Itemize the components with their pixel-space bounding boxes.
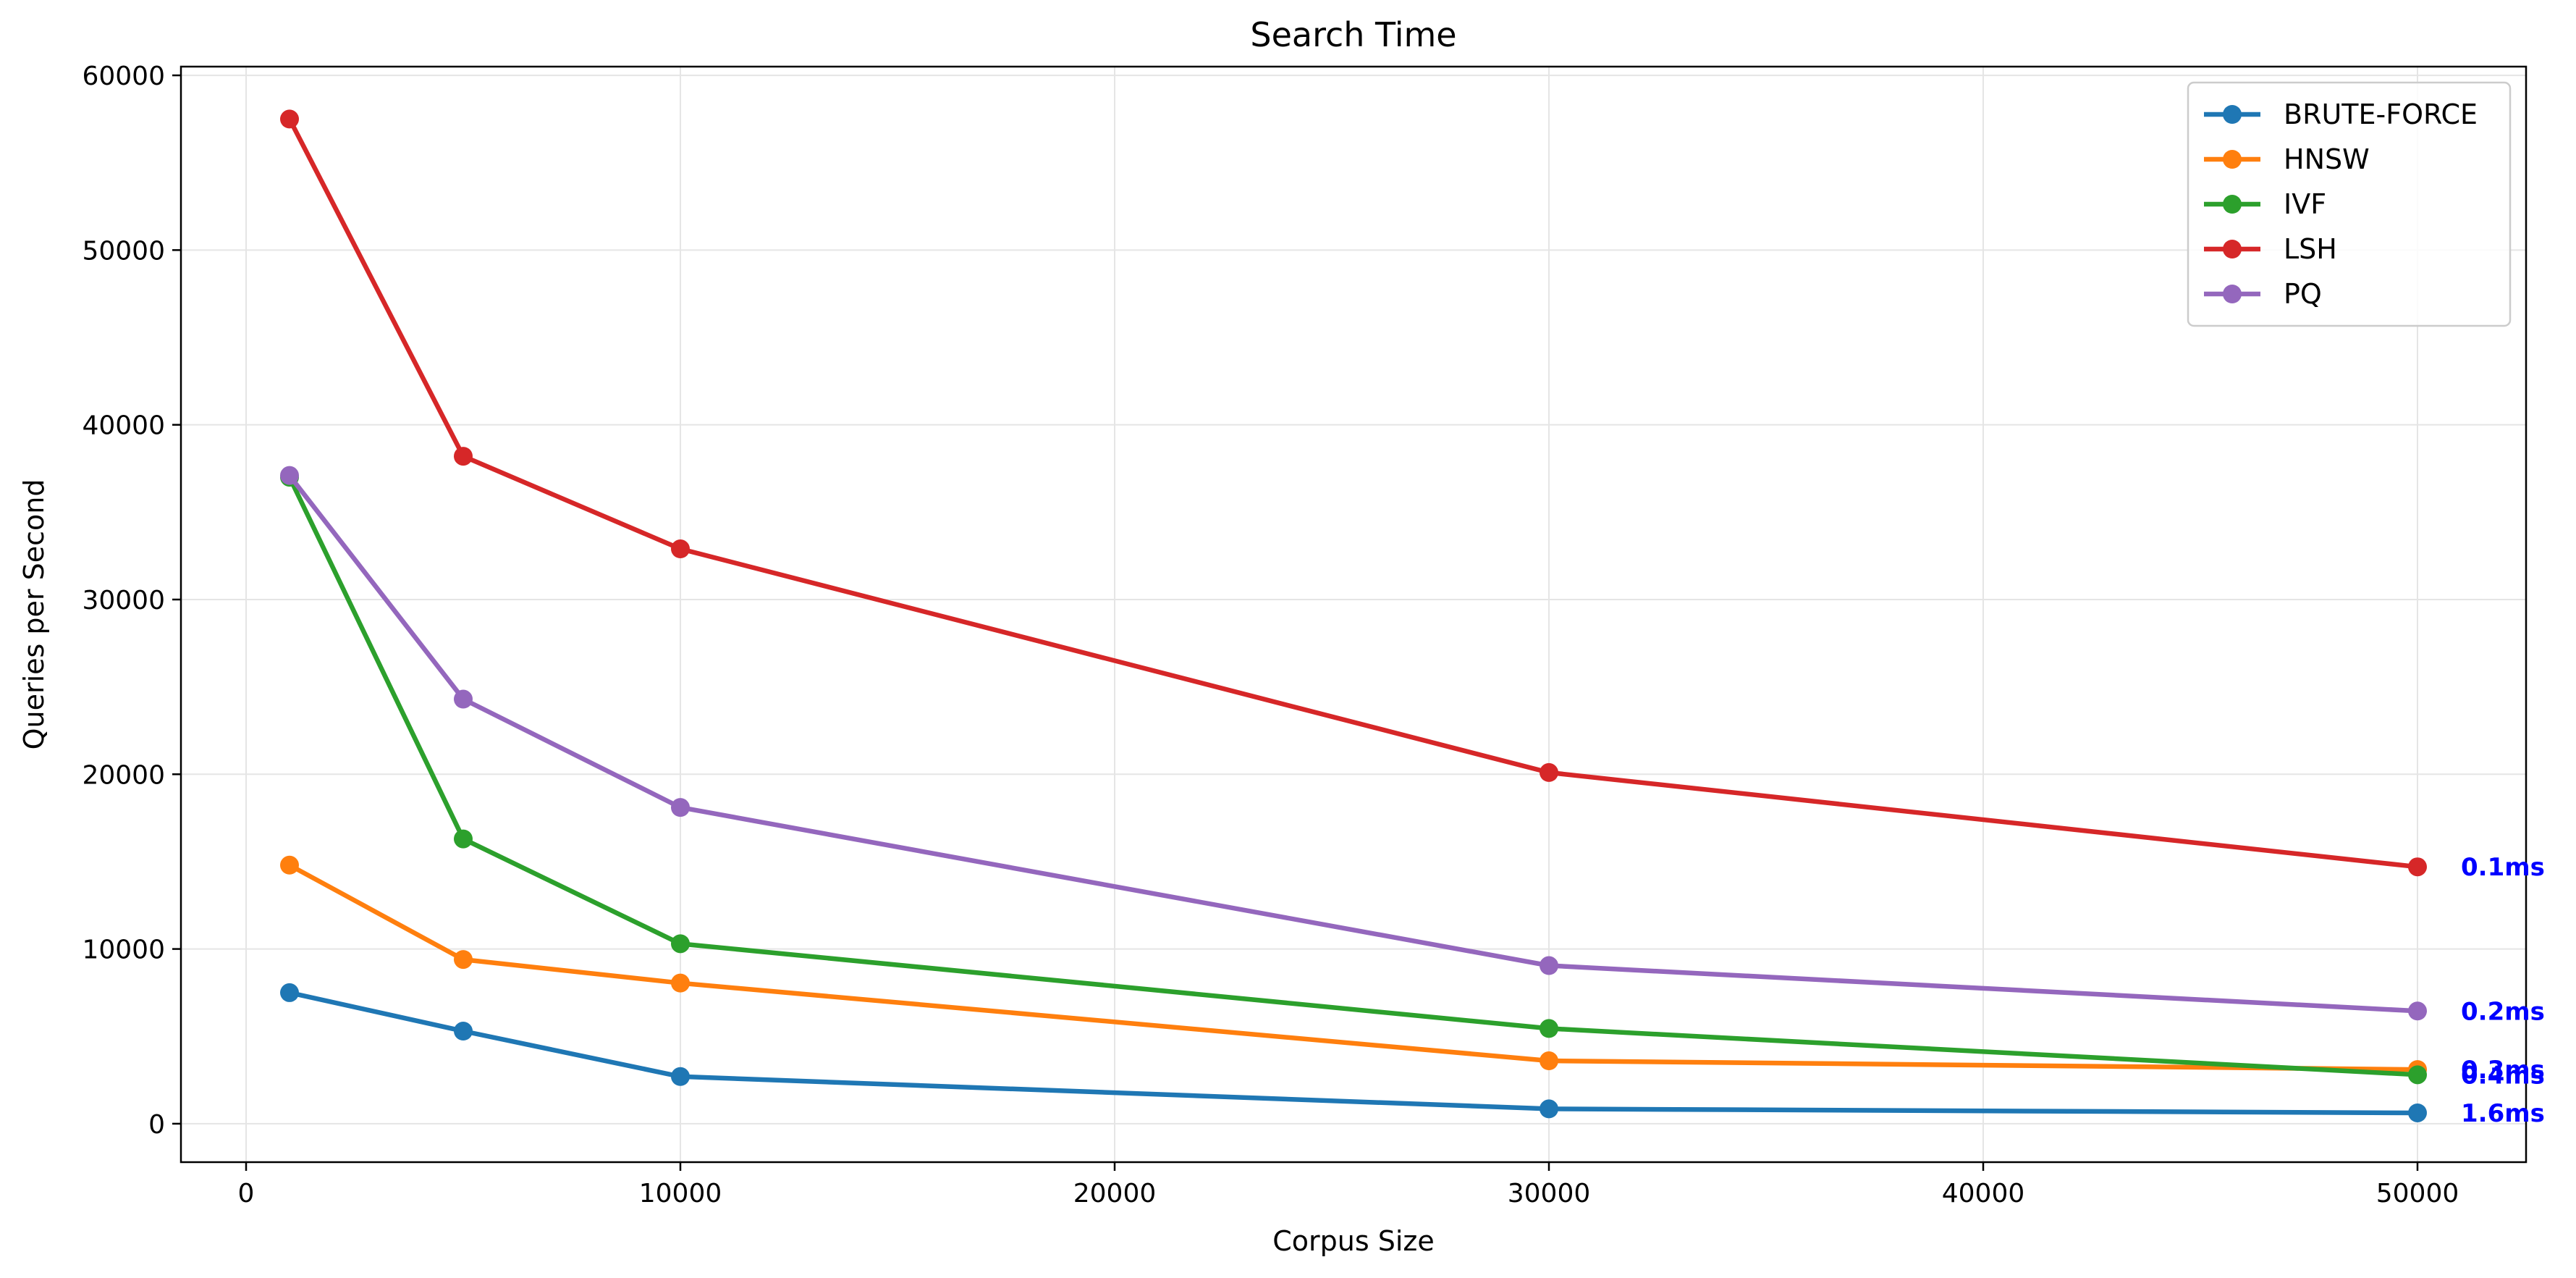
y-tick-label: 20000 [82, 760, 165, 790]
series-lsh [280, 109, 2427, 877]
legend-label: PQ [2284, 278, 2322, 310]
series-layer [280, 109, 2427, 1122]
legend-label: IVF [2284, 188, 2326, 220]
grid-layer [181, 67, 2526, 1162]
data-point [1540, 1051, 1558, 1071]
annotation-label: 1.6ms [2461, 1099, 2545, 1128]
data-point [454, 689, 473, 709]
data-point [454, 1022, 473, 1041]
x-tick-label: 20000 [1073, 1179, 1157, 1208]
legend-box [2187, 81, 2512, 327]
annotation-label: 0.1ms [2461, 853, 2545, 882]
data-point [280, 109, 299, 129]
data-point [671, 798, 690, 817]
y-axis-title: Queries per Second [18, 479, 50, 750]
annotation-label: 0.4ms [2461, 1061, 2545, 1090]
y-tick-label: 60000 [82, 62, 165, 91]
data-point [2408, 857, 2427, 877]
data-point [2408, 1065, 2427, 1085]
legend: BRUTE-FORCE HNSW IVF LSH PQ [2187, 81, 2512, 327]
annotation-label: 0.2ms [2461, 997, 2545, 1026]
data-point [280, 466, 299, 485]
data-point [1540, 1099, 1558, 1119]
legend-swatch-marker [2223, 240, 2242, 258]
data-point [454, 447, 473, 466]
data-point [671, 934, 690, 954]
data-point [671, 973, 690, 993]
data-point [280, 855, 299, 875]
y-tick-label: 50000 [82, 236, 165, 266]
x-tick-label: 10000 [639, 1179, 722, 1208]
x-tick-label: 50000 [2376, 1179, 2459, 1208]
data-point [671, 1067, 690, 1086]
data-point [2408, 1103, 2427, 1122]
data-point [280, 983, 299, 1002]
data-point [1540, 1019, 1558, 1038]
legend-label: LSH [2284, 233, 2337, 265]
y-tick-label: 40000 [82, 411, 165, 441]
series-brute-force [280, 983, 2427, 1122]
data-point [454, 950, 473, 970]
legend-swatch-marker [2223, 105, 2242, 124]
data-point [454, 829, 473, 849]
y-tick-label: 0 [148, 1110, 165, 1140]
y-tick-label: 30000 [82, 586, 165, 615]
annotation-label: 0.3ms [2461, 1056, 2545, 1085]
series-pq [280, 466, 2427, 1021]
chart-title: Search Time [1250, 15, 1456, 54]
legend-label: HNSW [2284, 143, 2370, 175]
data-point [671, 539, 690, 559]
y-tick-label: 10000 [82, 936, 165, 965]
legend-swatch-marker [2223, 195, 2242, 214]
legend-label: BRUTE-FORCE [2284, 98, 2478, 130]
x-axis-title: Corpus Size [1272, 1225, 1435, 1257]
plot-frame [180, 65, 2528, 1164]
legend-swatch-marker [2223, 150, 2242, 169]
x-tick-label: 30000 [1508, 1179, 1591, 1208]
x-tick-label: 40000 [1942, 1179, 2025, 1208]
data-point [2408, 1001, 2427, 1021]
data-point [1540, 956, 1558, 975]
tick-layer: 0 10000 20000 30000 40000 50000 0 10000 20000 300… [82, 62, 2459, 1208]
legend-swatch-marker [2223, 285, 2242, 303]
x-tick-label: 0 [238, 1179, 255, 1208]
data-point [1540, 762, 1558, 782]
series-hnsw [280, 855, 2427, 1080]
